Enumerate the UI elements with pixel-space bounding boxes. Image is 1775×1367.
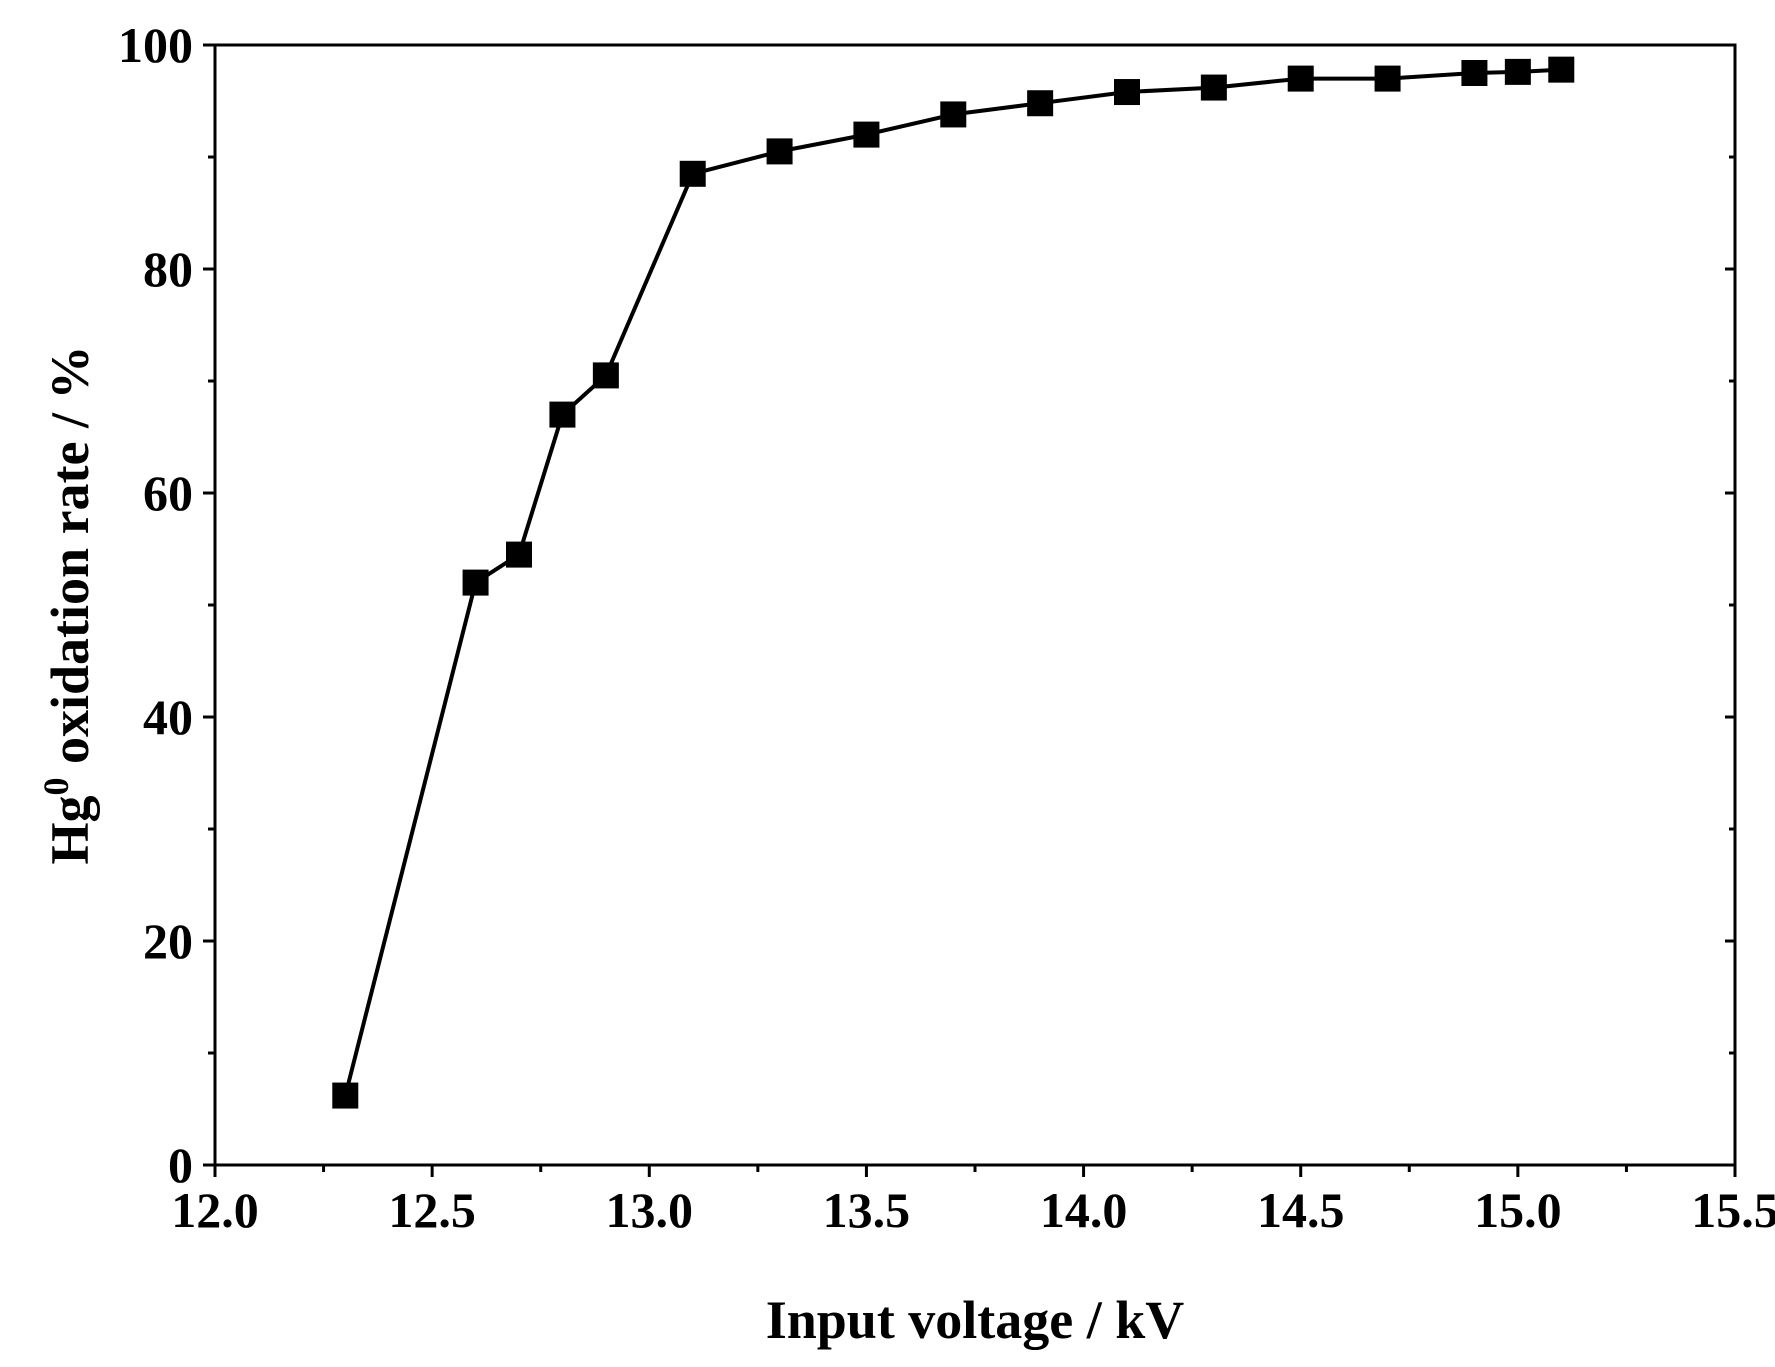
data-point-marker [506, 541, 532, 568]
axis-tick-labels: 12.0 12.5 13.0 13.5 14.0 14.5 15.0 15.5 0 20 40 60 8… [118, 17, 1775, 1238]
data-point-marker [332, 1082, 359, 1109]
y-tick-label: 20 [143, 913, 193, 969]
y-tick-label: 80 [143, 241, 193, 297]
data-point-marker [679, 160, 706, 187]
x-tick-label: 12.5 [388, 1182, 476, 1238]
data-point-marker [1114, 79, 1140, 106]
x-tick-label: 15.5 [1691, 1182, 1775, 1238]
x-tick-label: 14.0 [1040, 1182, 1128, 1238]
data-point-marker [1504, 58, 1531, 85]
x-tick-label: 14.5 [1257, 1182, 1345, 1238]
x-axis-title: Input voltage / kV [766, 1290, 1185, 1350]
data-point-marker [766, 138, 793, 165]
y-axis-title: Hg0 oxidation rate / % [36, 346, 100, 865]
y-tick-label: 40 [143, 689, 193, 745]
data-point-marker [1374, 65, 1401, 92]
data-point-marker [1548, 56, 1575, 83]
data-point-marker [1027, 90, 1054, 117]
data-point-marker [462, 569, 489, 596]
y-tick-label: 60 [143, 465, 193, 521]
y-axis-title-main: Hg [40, 795, 100, 864]
data-point-marker [549, 401, 576, 428]
x-tick-label: 12.0 [171, 1182, 259, 1238]
series-line [343, 67, 1562, 1097]
x-tick-label: 13.5 [823, 1182, 911, 1238]
y-axis-title-rest: oxidation rate / % [40, 346, 100, 778]
plot-frame [213, 43, 1737, 1167]
y-axis-title-superscript: 0 [36, 777, 76, 795]
x-tick-label: 15.0 [1474, 1182, 1562, 1238]
x-tick-label: 13.0 [606, 1182, 694, 1238]
data-point-marker [940, 101, 967, 128]
data-point-marker [853, 121, 880, 148]
data-point-marker [592, 362, 619, 389]
y-tick-label: 100 [118, 17, 193, 73]
data-point-marker [1200, 74, 1227, 101]
y-tick-label: 0 [168, 1137, 193, 1193]
axis-ticks [203, 43, 1737, 1177]
data-series [332, 56, 1575, 1109]
data-point-marker [1461, 60, 1488, 86]
data-point-marker [1287, 65, 1314, 92]
